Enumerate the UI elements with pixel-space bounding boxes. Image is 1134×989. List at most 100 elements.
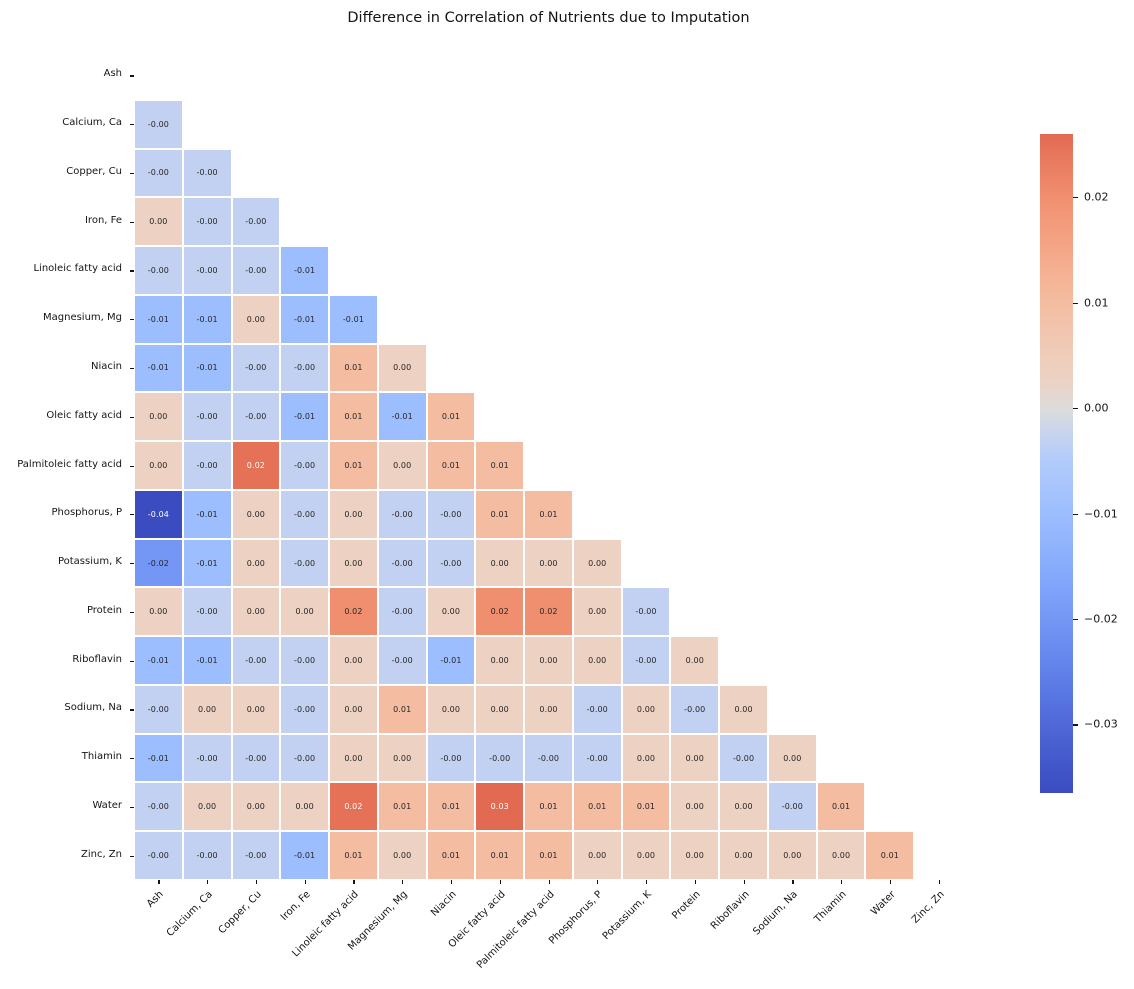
heatmap-cell: 0.00 [573, 832, 621, 879]
y-axis: Ash Calcium, Ca Copper, Cu Iron, Fe Linoleic… [0, 51, 134, 880]
heatmap-cell: 0.01 [525, 783, 572, 831]
heatmap-cell: -0.01 [183, 344, 231, 392]
heatmap-cell: 0.00 [330, 734, 377, 782]
cell-annotation: -0.00 [196, 753, 218, 763]
x-tick-mark [402, 880, 404, 884]
cell-annotation: -0.01 [440, 656, 462, 666]
cell-annotation: 0.00 [734, 704, 753, 714]
heatmap-cell: 0.02 [476, 588, 524, 636]
colorbar-tick-mark [1073, 197, 1078, 199]
cell-annotation: -0.00 [294, 509, 316, 519]
heatmap-cell: 0.00 [671, 734, 719, 782]
cell-annotation: 0.01 [490, 509, 509, 519]
cell-annotation: 0.00 [588, 851, 607, 861]
cell-annotation: 0.00 [393, 753, 412, 763]
heatmap-cell: 0.00 [671, 783, 719, 831]
cell-annotation: -0.00 [196, 607, 218, 617]
cell-annotation: -0.00 [245, 363, 267, 373]
cell-annotation: -0.00 [294, 363, 316, 373]
heatmap-cell: -0.00 [232, 344, 280, 392]
heatmap-cell: -0.00 [232, 637, 280, 684]
heatmap-cell: 0.00 [232, 685, 280, 733]
cell-annotation: -0.01 [196, 363, 218, 373]
heatmap-cell: 0.00 [768, 734, 816, 782]
cell-annotation: -0.00 [245, 851, 267, 861]
heatmap-cell: 0.00 [232, 588, 280, 636]
cell-annotation: 0.01 [636, 802, 656, 812]
cell-annotation: 0.01 [539, 509, 558, 519]
cell-annotation: 0.00 [490, 656, 509, 666]
cell-annotation: 0.00 [149, 460, 168, 470]
heatmap-cell: 0.00 [135, 393, 182, 441]
cell-annotation: 0.00 [636, 851, 656, 861]
y-tick-label: Magnesium, Mg [43, 312, 122, 324]
heatmap-cell: -0.01 [135, 734, 182, 782]
cell-annotation: 0.01 [539, 802, 558, 812]
cell-annotation: 0.00 [246, 314, 265, 324]
heatmap-cell: -0.01 [281, 393, 329, 441]
y-tick-mark [130, 611, 134, 613]
cell-annotation: 0.02 [490, 607, 509, 617]
heatmap-cell: 0.01 [476, 442, 524, 489]
cell-annotation: -0.00 [147, 802, 169, 812]
cell-annotation: 0.00 [344, 509, 363, 519]
heatmap-cell: -0.00 [232, 734, 280, 782]
cell-annotation: -0.00 [245, 265, 267, 275]
cell-annotation: 0.00 [246, 558, 265, 568]
cell-annotation: 0.01 [441, 851, 461, 861]
heatmap-cell: 0.00 [135, 588, 182, 636]
heatmap-cell: -0.00 [232, 832, 280, 879]
cell-annotation: -0.00 [147, 119, 169, 129]
heatmap-cell: 0.01 [378, 783, 426, 831]
heatmap-cell: -0.01 [183, 637, 231, 684]
cell-annotation: 0.01 [344, 412, 363, 422]
cell-annotation: -0.00 [196, 265, 218, 275]
heatmap-cell: -0.00 [281, 442, 329, 489]
heatmap-cell: 0.03 [476, 783, 524, 831]
heatmap-cell: -0.01 [281, 832, 329, 879]
heatmap-cell: 0.00 [135, 442, 182, 489]
heatmap-cell: 0.00 [427, 588, 475, 636]
heatmap-cell: 0.00 [817, 832, 865, 879]
cell-annotation: 0.00 [734, 802, 753, 812]
cell-annotation: 0.00 [246, 704, 265, 714]
heatmap-cell: -0.00 [281, 685, 329, 733]
cell-annotation: 0.01 [441, 412, 461, 422]
cell-annotation: 0.01 [880, 851, 899, 861]
colorbar-tick-label: 0.02 [1084, 190, 1109, 204]
heatmap-cell: 0.01 [427, 832, 475, 879]
cell-annotation: -0.01 [294, 412, 316, 422]
cell-annotation: -0.01 [294, 265, 316, 275]
heatmap-cell: 0.00 [573, 539, 621, 587]
heatmap-cell: 0.02 [232, 442, 280, 489]
heatmap-cell: 0.00 [720, 832, 767, 879]
heatmap-cell: -0.00 [183, 442, 231, 489]
heatmap-cell: -0.00 [622, 637, 670, 684]
cell-annotation: -0.00 [391, 656, 413, 666]
cell-annotation: -0.00 [732, 753, 755, 763]
heatmap-cell: 0.01 [330, 393, 377, 441]
heatmap-cell: -0.00 [378, 588, 426, 636]
heatmap-cell: 0.01 [427, 442, 475, 489]
heatmap-cell: 0.01 [866, 832, 914, 879]
cell-annotation: -0.00 [294, 656, 316, 666]
cell-annotation: 0.00 [246, 607, 265, 617]
heatmap-cell: -0.02 [135, 539, 182, 587]
heatmap-cell: -0.01 [135, 295, 182, 343]
cell-annotation: 0.00 [149, 412, 168, 422]
heatmap-cell: 0.02 [330, 588, 377, 636]
cell-annotation: 0.00 [344, 656, 363, 666]
cell-annotation: 0.01 [344, 460, 363, 470]
heatmap-cell: -0.01 [183, 490, 231, 538]
cell-annotation: -0.00 [196, 168, 218, 178]
colorbar: 0.02 0.01 0.00 −0.01 −0.02 −0.03 [1040, 134, 1118, 793]
cell-annotation: 0.00 [685, 753, 704, 763]
heatmap-cell: 0.01 [330, 832, 377, 879]
cell-annotation: -0.01 [391, 412, 413, 422]
heatmap-cell: -0.00 [232, 393, 280, 441]
cell-annotation: -0.00 [196, 460, 218, 470]
cell-annotation: 0.00 [831, 851, 851, 861]
cell-annotation: -0.00 [245, 753, 267, 763]
cell-annotation: 0.00 [734, 851, 753, 861]
cell-annotation: 0.00 [149, 607, 168, 617]
